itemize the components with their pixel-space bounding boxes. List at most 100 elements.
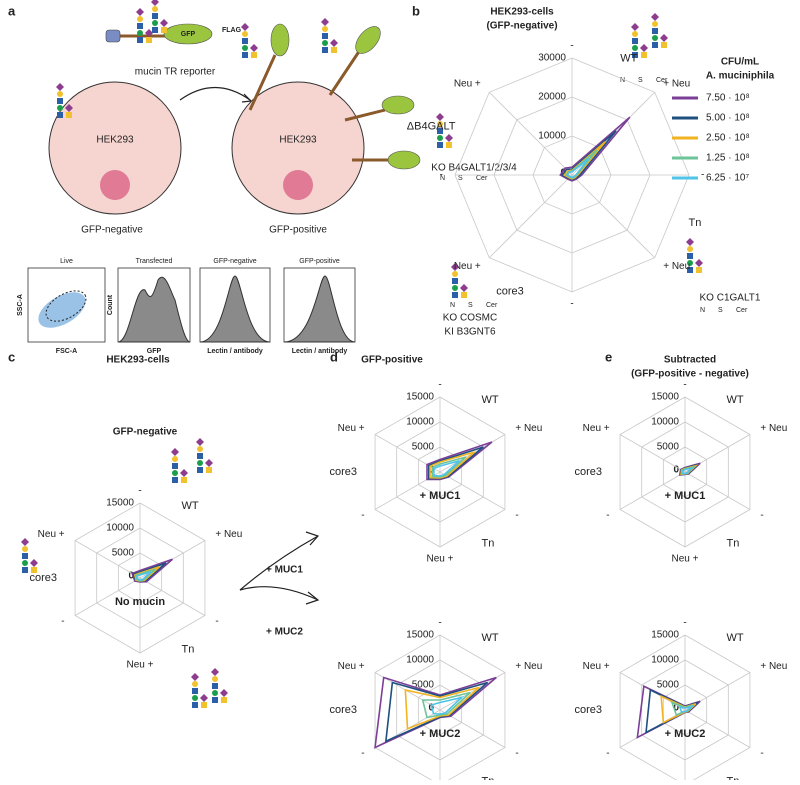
tick-label: 5000 bbox=[412, 442, 435, 453]
glycan-icon bbox=[436, 113, 453, 148]
glycan-icon bbox=[196, 438, 213, 473]
glycan-unit bbox=[652, 35, 658, 41]
glycan-unit bbox=[220, 689, 228, 697]
glycan-unit bbox=[660, 34, 668, 42]
radar-series bbox=[430, 696, 465, 715]
group-label: ΔB4GALT bbox=[407, 121, 456, 133]
glycan-unit bbox=[322, 47, 328, 53]
axis-label: Neu + bbox=[583, 423, 610, 434]
legend-label: 1.25 · 10⁸ bbox=[706, 153, 750, 164]
panel-label: b bbox=[412, 3, 420, 18]
glycan-unit bbox=[137, 23, 143, 29]
glycan-label: Cer bbox=[486, 302, 498, 309]
axis-label: + Neu bbox=[760, 423, 787, 434]
radar-series bbox=[135, 570, 152, 581]
radar-series bbox=[566, 157, 590, 179]
spoke bbox=[139, 577, 206, 616]
tick-label: 5000 bbox=[412, 680, 435, 691]
glycan-icon bbox=[136, 8, 153, 43]
glycan-unit bbox=[687, 267, 693, 273]
group-label: WT bbox=[620, 52, 637, 64]
group-label: core3 bbox=[330, 704, 358, 716]
glycan-unit bbox=[652, 28, 658, 34]
surface-reporters bbox=[248, 49, 390, 162]
tick-label: 10000 bbox=[106, 523, 134, 534]
glycan-unit bbox=[171, 448, 179, 456]
glycan-unit bbox=[30, 559, 38, 567]
glycan-unit bbox=[460, 284, 468, 292]
glycan-unit bbox=[197, 446, 203, 452]
tick-label: 10000 bbox=[538, 131, 566, 142]
glycan-unit bbox=[445, 134, 453, 142]
glycan-unit bbox=[437, 135, 443, 141]
glycan-unit bbox=[197, 453, 203, 459]
glycan-unit bbox=[22, 567, 28, 573]
glycan-unit bbox=[632, 31, 638, 37]
glycan-unit bbox=[180, 469, 188, 477]
flow-dots bbox=[38, 292, 86, 328]
glycan-unit bbox=[250, 44, 258, 52]
glycan-unit bbox=[152, 13, 158, 19]
glycan-unit bbox=[446, 142, 452, 148]
glycan-unit bbox=[322, 33, 328, 39]
spoke bbox=[439, 471, 506, 510]
panel-label: e bbox=[605, 349, 612, 364]
glycan-icon bbox=[56, 83, 73, 118]
group-label: WT bbox=[481, 632, 498, 644]
glycan-unit bbox=[452, 278, 458, 284]
panel-subtitle: (GFP-negative) bbox=[486, 21, 557, 32]
spoke bbox=[74, 577, 141, 616]
axis-label: Neu + bbox=[672, 554, 699, 565]
chart-annotation: + MUC1 bbox=[665, 490, 706, 502]
tick-label: 5000 bbox=[657, 442, 680, 453]
glycan-unit bbox=[137, 37, 143, 43]
axis-label: - bbox=[438, 380, 441, 391]
axis-label: - bbox=[61, 616, 64, 627]
glycan-unit bbox=[687, 253, 693, 259]
axis-label: - bbox=[215, 616, 218, 627]
glycan-unit bbox=[321, 18, 329, 26]
axis-label: Neu + bbox=[427, 554, 454, 565]
chart-annotation: No mucin bbox=[115, 596, 165, 608]
radar-series bbox=[431, 456, 467, 478]
glycan-icon bbox=[686, 238, 703, 273]
glycan-label: Cer bbox=[476, 175, 488, 182]
radar-series bbox=[559, 116, 631, 182]
panel-label: c bbox=[8, 349, 15, 364]
group-label: Tn bbox=[181, 644, 194, 656]
glycan-unit bbox=[452, 292, 458, 298]
group-label: WT bbox=[726, 394, 743, 406]
axis-label: + Neu bbox=[515, 423, 542, 434]
axis-label: - bbox=[683, 618, 686, 629]
glycan-icon bbox=[21, 538, 38, 573]
flow-ylabel: Count bbox=[107, 294, 114, 315]
spoke bbox=[684, 709, 751, 748]
tick-label: 15000 bbox=[651, 630, 679, 641]
tick-label: 15000 bbox=[406, 630, 434, 641]
axis-label: + Neu bbox=[760, 661, 787, 672]
cell-name: HEK293 bbox=[96, 135, 134, 146]
glycan-unit bbox=[241, 23, 249, 31]
legend-label: 6.25 · 10⁷ bbox=[706, 173, 749, 184]
spoke bbox=[74, 540, 141, 579]
flow-xlabel: FSC-A bbox=[56, 348, 77, 355]
flow-gate bbox=[45, 290, 87, 322]
glycan-unit bbox=[242, 38, 248, 44]
glycan-icon bbox=[451, 263, 468, 298]
radar-series bbox=[433, 459, 461, 477]
glycan-icon bbox=[171, 448, 188, 483]
gfp bbox=[163, 23, 213, 45]
glycan-unit bbox=[221, 697, 227, 703]
group-label: Tn bbox=[481, 538, 494, 550]
axis-label: - bbox=[701, 170, 704, 181]
chart-annotation: + MUC2 bbox=[420, 728, 461, 740]
tick-label: 30000 bbox=[538, 53, 566, 64]
glycan-unit bbox=[437, 128, 443, 134]
axis-label: - bbox=[440, 170, 443, 181]
glycan-label: N bbox=[450, 302, 455, 309]
panel-subtitle: (GFP-positive - negative) bbox=[631, 369, 749, 380]
glycan-unit bbox=[686, 238, 694, 246]
legend-subtitle: A. muciniphila bbox=[706, 71, 775, 82]
glycan-unit bbox=[161, 27, 167, 33]
flow-title: Live bbox=[60, 258, 73, 265]
